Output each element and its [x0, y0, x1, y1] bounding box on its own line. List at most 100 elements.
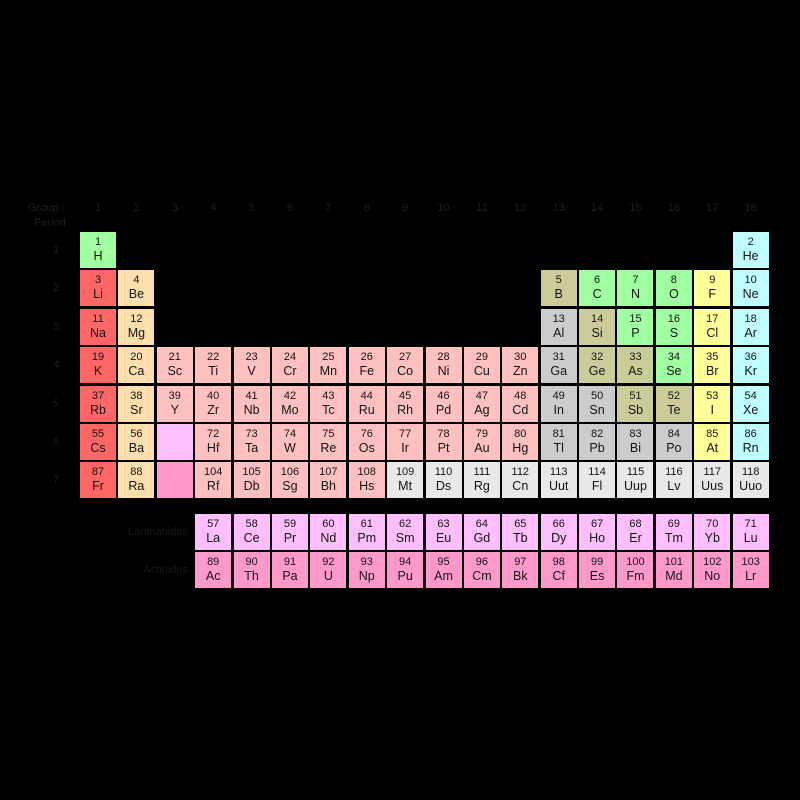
element-number: 33 — [629, 351, 642, 364]
element-symbol: Ra — [128, 479, 145, 494]
element-symbol: I — [710, 402, 714, 417]
element-cell-nb: 41 Nb — [233, 385, 270, 422]
element-number: 53 — [706, 389, 719, 402]
element-cell-ru: 44 Ru — [348, 385, 385, 422]
element-cell-rn: 86 Rn — [732, 423, 769, 460]
period-number: 3 — [52, 320, 60, 333]
element-cell-p: 15 P — [617, 308, 654, 345]
element-symbol: N — [630, 287, 640, 302]
element-cell-bh: 107 Bh — [310, 462, 347, 499]
element-number: 27 — [399, 351, 412, 364]
element-number: 113 — [549, 466, 568, 479]
element-symbol: S — [669, 325, 679, 340]
element-symbol: Pd — [435, 402, 452, 417]
element-cell-al: 13 Al — [540, 308, 577, 345]
element-number: 52 — [667, 389, 680, 402]
element-symbol: Co — [397, 364, 414, 379]
element-number: 39 — [168, 389, 181, 402]
element-symbol: Ds — [435, 479, 452, 494]
element-cell-te: 52 Te — [655, 385, 692, 422]
element-symbol: Tl — [553, 440, 564, 455]
element-cell-sn: 50 Sn — [579, 385, 616, 422]
element-number: 105 — [242, 466, 261, 479]
element-number: 80 — [514, 427, 527, 440]
element-symbol: Ga — [550, 364, 568, 379]
element-number: 51 — [629, 389, 642, 402]
element-number: 23 — [245, 351, 258, 364]
element-number: 31 — [552, 351, 565, 364]
element-cell-v: 23 V — [233, 347, 270, 384]
element-cell-cn: 112 Cn — [502, 462, 539, 499]
element-number: 14 — [590, 312, 604, 325]
element-number: 3 — [94, 274, 102, 287]
element-cell-zr: 40 Zr — [195, 385, 232, 422]
element-cell-am: 95 Am — [425, 552, 462, 589]
element-number: 4 — [133, 274, 140, 287]
element-symbol: U — [323, 569, 333, 584]
element-symbol: Fm — [626, 569, 645, 584]
element-number: 48 — [514, 389, 527, 402]
element-cell-md: 101 Md — [655, 552, 692, 589]
element-symbol: Zn — [513, 364, 528, 379]
element-number: 114 — [588, 466, 606, 479]
element-cell-bk: 97 Bk — [502, 552, 539, 589]
element-symbol: Cd — [512, 402, 529, 417]
element-number: 29 — [475, 351, 489, 364]
element-cell-he: 2 He — [732, 232, 769, 268]
element-symbol: Rg — [473, 479, 490, 494]
element-number: 109 — [395, 466, 415, 479]
element-number: 61 — [360, 518, 373, 530]
element-number: 20 — [130, 351, 143, 364]
element-cell-lu: 71 Lu — [732, 514, 769, 550]
element-symbol: Pa — [282, 569, 298, 584]
element-symbol: Os — [358, 440, 375, 455]
element-symbol: W — [284, 440, 296, 455]
element-number: 68 — [629, 518, 642, 530]
element-number: 56 — [130, 427, 143, 440]
element-number: 64 — [475, 518, 489, 530]
element-cell-yb: 70 Yb — [694, 514, 731, 550]
element-number: 100 — [626, 556, 645, 569]
element-symbol: Li — [93, 287, 103, 302]
element-number: 26 — [360, 351, 373, 364]
element-number: 60 — [322, 518, 335, 530]
element-symbol: Fe — [359, 364, 375, 379]
element-symbol: Uut — [548, 479, 569, 494]
element-cell-br: 35 Br — [694, 347, 731, 384]
element-number: 108 — [357, 466, 376, 479]
element-symbol: Ag — [474, 402, 490, 417]
element-cell-re: 75 Re — [310, 423, 347, 460]
element-symbol: Ge — [588, 364, 606, 379]
element-cell-nd: 60 Nd — [310, 514, 347, 550]
element-cell-mo: 42 Mo — [271, 385, 308, 422]
element-cell-dy: 66 Dy — [540, 514, 577, 550]
element-number: 106 — [280, 466, 300, 479]
element-symbol: Kr — [744, 364, 757, 379]
element-symbol: Sc — [167, 364, 183, 379]
element-cell-y: 39 Y — [156, 385, 193, 422]
element-number: 44 — [360, 389, 373, 402]
element-number: 88 — [130, 466, 143, 479]
element-number: 74 — [283, 427, 297, 440]
element-number: 18 — [744, 312, 757, 325]
element-number: 35 — [706, 351, 719, 364]
element-symbol: Yb — [704, 531, 720, 545]
element-number: 77 — [399, 427, 412, 440]
element-number: 95 — [437, 556, 450, 569]
element-cell-hf: 72 Hf — [195, 423, 232, 460]
element-number: 84 — [667, 427, 680, 440]
element-cell-o: 8 O — [655, 270, 692, 307]
element-symbol: In — [553, 402, 564, 417]
element-number: 43 — [322, 389, 335, 402]
element-number: 93 — [360, 556, 373, 569]
element-symbol: Uuo — [739, 479, 763, 494]
element-symbol: At — [706, 440, 719, 455]
element-symbol: V — [247, 364, 256, 379]
element-cell-tl: 81 Tl — [540, 423, 577, 460]
element-cell-no: 102 No — [694, 552, 731, 589]
element-cell-bi: 83 Bi — [617, 423, 654, 460]
group-number: 1 — [94, 202, 102, 214]
element-cell-w: 74 W — [271, 423, 308, 460]
group-number: 10 — [437, 202, 450, 214]
group-number: 6 — [286, 202, 294, 214]
